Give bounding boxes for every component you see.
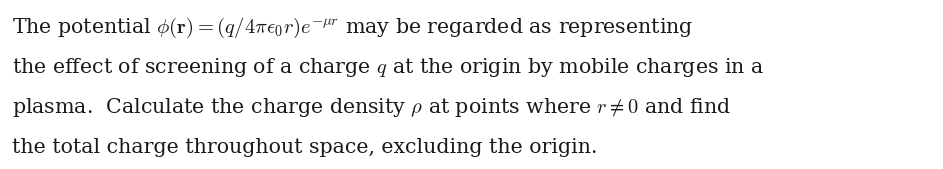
Text: the total charge throughout space, excluding the origin.: the total charge throughout space, exclu… [12,138,598,156]
Text: The potential $\phi(\mathbf{r}) = (q/4\pi\epsilon_0 r)e^{-\mu r}$ may be regarde: The potential $\phi(\mathbf{r}) = (q/4\p… [12,16,694,40]
Text: plasma.  Calculate the charge density $\rho$ at points where $r \neq 0$ and find: plasma. Calculate the charge density $\r… [12,96,732,119]
Text: the effect of screening of a charge $q$ at the origin by mobile charges in a: the effect of screening of a charge $q$ … [12,56,765,79]
